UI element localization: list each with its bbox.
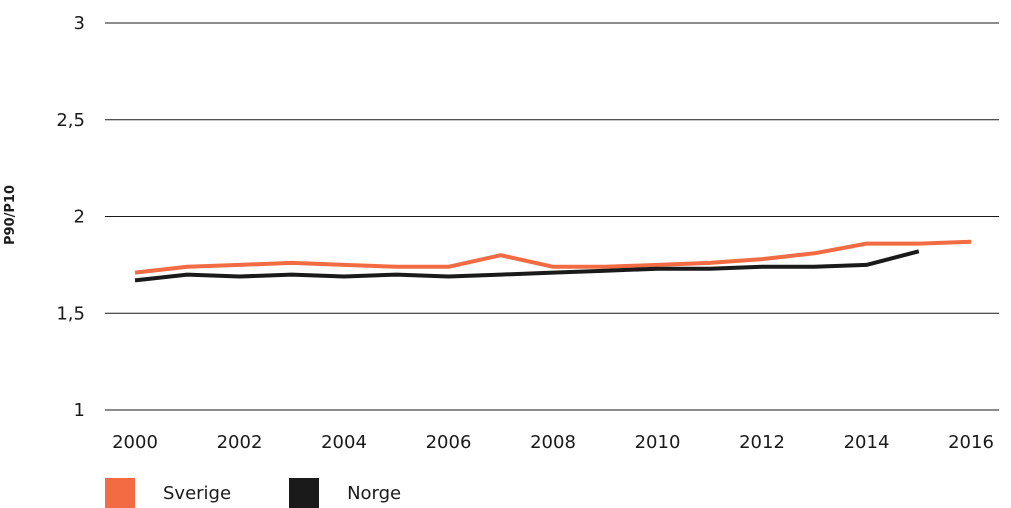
legend: Sverige Norge <box>105 478 459 508</box>
legend-label-sverige: Sverige <box>163 482 232 504</box>
legend-label-norge: Norge <box>347 482 402 504</box>
x-tick-label: 2012 <box>739 432 785 453</box>
series-lines <box>134 239 972 283</box>
series-line-sverige <box>134 239 972 275</box>
y-tick-label: 1,5 <box>56 303 85 324</box>
y-tick-label: 3 <box>74 13 85 34</box>
legend-item-norge: Norge <box>289 478 401 508</box>
legend-swatch-norge <box>289 478 320 508</box>
x-tick-label: 2004 <box>321 432 367 453</box>
gridlines <box>105 22 999 411</box>
y-tick-labels: 1 1,5 2 2,5 3 <box>56 13 85 421</box>
legend-item-sverige: Sverige <box>105 478 231 508</box>
y-axis-title: P90/P10 <box>3 185 18 245</box>
y-tick-label: 2,5 <box>56 110 85 131</box>
y-tick-label: 2 <box>74 207 85 228</box>
x-tick-label: 2002 <box>217 432 263 453</box>
x-tick-label: 2010 <box>635 432 681 453</box>
x-tick-label: 2006 <box>426 432 472 453</box>
x-tick-labels: 2000 2002 2004 2006 2008 2010 2012 2014 2016 <box>112 432 994 453</box>
x-tick-label: 2000 <box>112 432 158 453</box>
y-tick-label: 1 <box>74 400 85 421</box>
legend-swatch-sverige <box>105 478 135 508</box>
x-tick-label: 2014 <box>844 432 890 453</box>
x-tick-label: 2016 <box>948 432 994 453</box>
series-line-norge <box>134 249 920 283</box>
x-tick-label: 2008 <box>530 432 576 453</box>
